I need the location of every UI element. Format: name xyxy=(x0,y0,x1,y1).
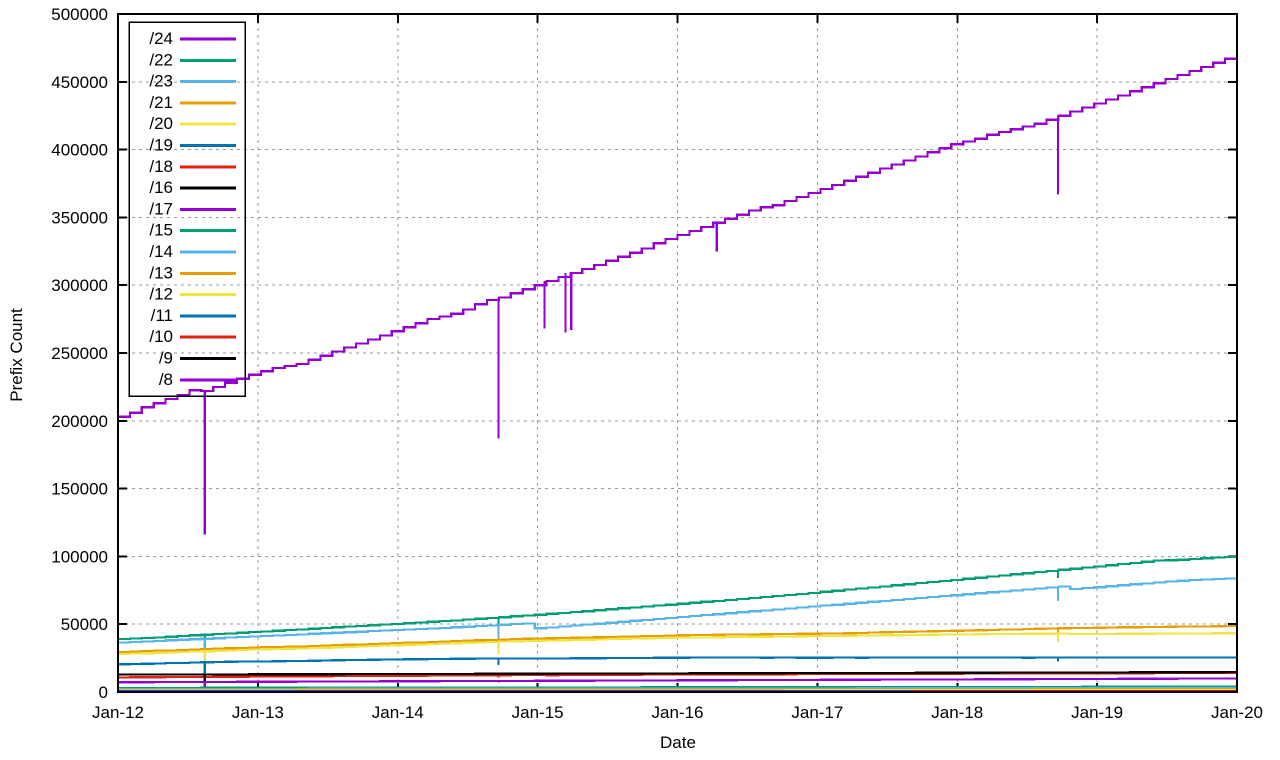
y-tick-label: 450000 xyxy=(51,73,108,92)
y-tick-label: 50000 xyxy=(61,615,108,634)
legend-label-slash10[interactable]: /10 xyxy=(149,327,173,346)
legend-label-slash15[interactable]: /15 xyxy=(149,221,173,240)
legend-label-slash11[interactable]: /11 xyxy=(151,306,173,325)
chart-legend[interactable]: /24/22/23/21/20/19/18/16/17/15/14/13/12 /… xyxy=(128,21,246,397)
legend-label-slash20[interactable]: /20 xyxy=(149,114,173,133)
legend-label-slash14[interactable]: /14 xyxy=(149,242,173,261)
y-tick-label: 400000 xyxy=(51,141,108,160)
x-axis-title: Date xyxy=(660,733,696,752)
y-axis-title: Prefix Count xyxy=(7,308,26,402)
x-tick-label: Jan-20 xyxy=(1211,703,1263,722)
x-tick-label: Jan-12 xyxy=(92,703,144,722)
y-tick-label: 300000 xyxy=(51,276,108,295)
x-tick-label: Jan-19 xyxy=(1071,703,1123,722)
legend-label-slash23[interactable]: /23 xyxy=(149,72,173,91)
legend-label-slash8[interactable]: /8 xyxy=(159,370,173,389)
x-tick-label: Jan-16 xyxy=(652,703,704,722)
x-tick-label: Jan-14 xyxy=(372,703,424,722)
legend-label-slash22[interactable]: /22 xyxy=(149,50,173,69)
axis-tick-labels: 0 50000 100000 150000 200000 250000 300000 3500… xyxy=(51,5,1263,722)
legend-label-slash19[interactable]: /19 xyxy=(149,136,173,155)
y-tick-label: 0 xyxy=(99,683,108,702)
series-line-slash24 xyxy=(118,54,1239,418)
legend-label-slash12[interactable]: /12 xyxy=(149,285,173,304)
y-tick-label: 100000 xyxy=(51,547,108,566)
legend-label-slash21[interactable]: /21 xyxy=(149,93,173,112)
legend-label-slash18[interactable]: /18 xyxy=(149,157,173,176)
axis-frame xyxy=(117,13,1238,693)
series-line-slash16 xyxy=(118,671,1239,676)
x-tick-label: Jan-17 xyxy=(791,703,843,722)
series-line-slash15 xyxy=(118,685,1239,690)
y-tick-label: 500000 xyxy=(51,5,108,24)
legend-label-slash16[interactable]: /16 xyxy=(149,178,173,197)
y-tick-label: 200000 xyxy=(51,412,108,431)
series-line-slash19 xyxy=(118,656,1239,666)
y-tick-label: 250000 xyxy=(51,344,108,363)
legend-label-slash17[interactable]: /17 xyxy=(149,199,173,218)
series-line-slash22 xyxy=(118,555,1239,641)
x-tick-label: Jan-18 xyxy=(931,703,983,722)
series-line-slash17 xyxy=(118,677,1239,684)
x-tick-label: Jan-15 xyxy=(512,703,564,722)
series-line-slash21 xyxy=(118,625,1239,654)
legend-label-slash13[interactable]: /13 xyxy=(149,263,173,282)
series-line-slash23 xyxy=(118,577,1239,644)
legend-label-slash9[interactable]: /9 xyxy=(159,349,173,368)
x-tick-label: Jan-13 xyxy=(232,703,284,722)
legend-label-slash24[interactable]: /24 xyxy=(149,29,173,48)
y-tick-label: 150000 xyxy=(51,480,108,499)
y-tick-label: 350000 xyxy=(51,208,108,227)
series-line-slash20 xyxy=(118,632,1239,656)
